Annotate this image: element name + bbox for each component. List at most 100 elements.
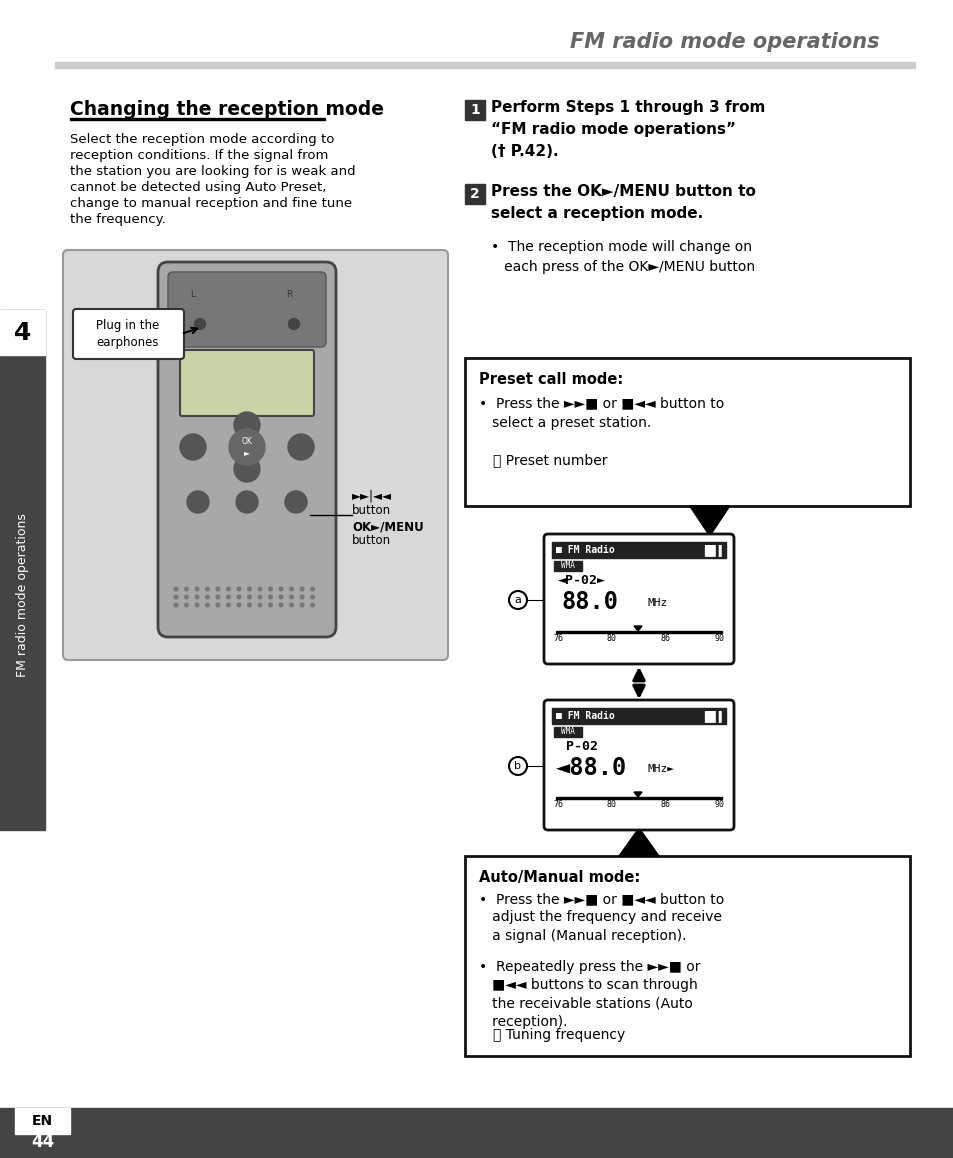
Text: a: a	[514, 595, 521, 604]
Circle shape	[233, 412, 260, 438]
Text: ■ FM Radio: ■ FM Radio	[556, 545, 614, 555]
Circle shape	[216, 603, 219, 607]
Text: ⓑ Tuning frequency: ⓑ Tuning frequency	[493, 1028, 624, 1042]
Polygon shape	[634, 792, 641, 797]
Circle shape	[290, 595, 293, 599]
Text: the frequency.: the frequency.	[70, 213, 166, 226]
Circle shape	[258, 603, 261, 607]
Bar	[55, 63, 914, 68]
Circle shape	[174, 595, 177, 599]
Circle shape	[216, 595, 219, 599]
FancyBboxPatch shape	[180, 350, 314, 416]
Circle shape	[237, 603, 240, 607]
Circle shape	[300, 603, 303, 607]
Bar	[552, 708, 725, 724]
Bar	[0, 1108, 953, 1158]
Text: 76: 76	[553, 633, 562, 643]
Text: ►►|◄◄: ►►|◄◄	[352, 490, 392, 503]
Circle shape	[227, 595, 230, 599]
Bar	[464, 100, 484, 120]
Bar	[554, 727, 581, 736]
Polygon shape	[618, 828, 659, 856]
Circle shape	[206, 595, 209, 599]
Text: Plug in the
earphones: Plug in the earphones	[96, 318, 159, 349]
Text: 86: 86	[660, 800, 670, 809]
Text: 88.0: 88.0	[561, 589, 618, 614]
Text: FM radio mode operations: FM radio mode operations	[570, 32, 879, 52]
Text: the station you are looking for is weak and: the station you are looking for is weak …	[70, 164, 355, 178]
Text: 44: 44	[30, 1133, 54, 1151]
FancyBboxPatch shape	[543, 534, 733, 664]
Circle shape	[269, 587, 272, 591]
Bar	[464, 184, 484, 204]
Text: 80: 80	[606, 633, 617, 643]
Text: •  Press the ►►■ or ■◄◄ button to
   adjust the frequency and receive
   a signa: • Press the ►►■ or ■◄◄ button to adjust …	[478, 892, 723, 943]
Circle shape	[185, 595, 188, 599]
Text: R: R	[286, 290, 292, 299]
Text: WMA: WMA	[560, 562, 575, 571]
Circle shape	[180, 434, 206, 460]
Bar	[464, 358, 909, 506]
FancyBboxPatch shape	[168, 272, 326, 347]
Polygon shape	[634, 626, 641, 631]
Circle shape	[248, 595, 251, 599]
Bar	[0, 310, 45, 830]
Text: 76: 76	[553, 800, 562, 809]
Text: 86: 86	[660, 633, 670, 643]
Circle shape	[195, 595, 198, 599]
Circle shape	[285, 491, 307, 513]
Circle shape	[258, 595, 261, 599]
Text: ◄88.0: ◄88.0	[556, 756, 626, 780]
Bar	[0, 310, 45, 356]
Circle shape	[233, 456, 260, 482]
Circle shape	[288, 318, 299, 330]
FancyBboxPatch shape	[158, 262, 335, 637]
Bar	[552, 542, 725, 558]
Circle shape	[311, 595, 314, 599]
Circle shape	[269, 603, 272, 607]
Circle shape	[194, 318, 205, 330]
Text: change to manual reception and fine tune: change to manual reception and fine tune	[70, 197, 352, 210]
Text: ◄P-02►: ◄P-02►	[558, 574, 605, 587]
Text: P-02: P-02	[565, 740, 598, 753]
Text: ██▐: ██▐	[703, 544, 721, 556]
Text: button: button	[352, 534, 391, 547]
Polygon shape	[689, 506, 729, 536]
Text: reception conditions. If the signal from: reception conditions. If the signal from	[70, 149, 328, 162]
Circle shape	[174, 603, 177, 607]
Bar	[464, 856, 909, 1056]
Bar	[15, 1108, 70, 1134]
FancyBboxPatch shape	[63, 250, 448, 660]
Circle shape	[235, 491, 257, 513]
Text: cannot be detected using Auto Preset,: cannot be detected using Auto Preset,	[70, 181, 326, 195]
Circle shape	[279, 603, 282, 607]
Circle shape	[237, 595, 240, 599]
Text: •  Repeatedly press the ►►■ or
   ■◄◄ buttons to scan through
   the receivable : • Repeatedly press the ►►■ or ■◄◄ button…	[478, 960, 700, 1029]
Text: 4: 4	[13, 321, 31, 344]
Text: OK
►: OK ►	[241, 438, 253, 456]
Circle shape	[311, 587, 314, 591]
Circle shape	[195, 587, 198, 591]
Text: Changing the reception mode: Changing the reception mode	[70, 100, 384, 119]
Circle shape	[185, 587, 188, 591]
Text: •  The reception mode will change on
   each press of the OK►/MENU button: • The reception mode will change on each…	[491, 240, 755, 273]
Circle shape	[195, 603, 198, 607]
Circle shape	[216, 587, 219, 591]
Circle shape	[258, 587, 261, 591]
Text: 1: 1	[470, 103, 479, 117]
Text: Select the reception mode according to: Select the reception mode according to	[70, 133, 334, 146]
Text: MHz: MHz	[647, 598, 667, 608]
Circle shape	[187, 491, 209, 513]
Text: 80: 80	[606, 800, 617, 809]
Text: Press the OK►/MENU button to
select a reception mode.: Press the OK►/MENU button to select a re…	[491, 184, 755, 221]
Circle shape	[311, 603, 314, 607]
Circle shape	[248, 603, 251, 607]
Circle shape	[185, 603, 188, 607]
Text: 90: 90	[714, 633, 724, 643]
Text: 2: 2	[470, 186, 479, 201]
Text: OK►/MENU: OK►/MENU	[352, 520, 423, 533]
FancyBboxPatch shape	[543, 699, 733, 830]
Text: EN: EN	[31, 1114, 53, 1128]
FancyBboxPatch shape	[73, 309, 184, 359]
Text: ██▐: ██▐	[703, 710, 721, 721]
